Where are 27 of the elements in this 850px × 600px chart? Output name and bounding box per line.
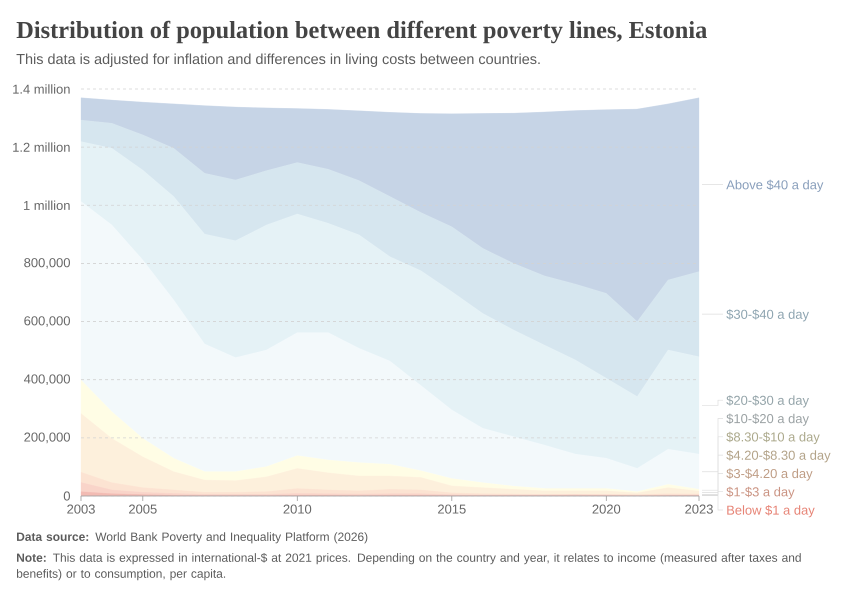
y-tick-label: 1 million — [24, 200, 70, 210]
x-tick-label: 2015 — [438, 504, 466, 514]
chart-title: Distribution of population between different poverty lines, Estonia — [16, 20, 707, 44]
y-tick-label: 600,000 — [24, 316, 70, 327]
text: Below $1 a day — [727, 505, 815, 518]
text: $10-$20 a day — [726, 414, 809, 426]
y-tick-label: 200,000 — [24, 432, 70, 444]
y-tick-label: 0 — [64, 491, 70, 501]
text: Above $40 a day — [726, 180, 824, 192]
y-tick-label: 400,000 — [24, 374, 70, 386]
x-tick-label: 2003 — [67, 504, 95, 514]
x-tick-label: 2010 — [284, 504, 312, 514]
x-tick-label: 2005 — [129, 504, 157, 514]
text: $1-$3 a day — [726, 486, 795, 499]
text: $3-$4.20 a day — [726, 468, 813, 481]
x-tick-label: 2023 — [685, 504, 713, 514]
text: $30-$40 a day — [726, 309, 809, 322]
text: Note: This data is expressed in international-$ at 2021 prices. Depending on the country and year, it relates to income (measured after taxes and benefits) or to consumption, per capita. — [16, 552, 801, 580]
x-tick-label: 2020 — [592, 504, 620, 514]
text: Data source: World Bank Poverty and Inequality Platform (2026) — [16, 532, 368, 544]
text: $8.30-$10 a day — [726, 432, 820, 444]
y-tick-label: 1.2 million — [13, 142, 70, 152]
text: $4.20-$8.30 a day — [726, 450, 831, 462]
y-tick-label: 800,000 — [24, 258, 70, 269]
chart-subtitle: This data is adjusted for inflation and differences in living costs between countries. — [16, 54, 540, 67]
text: $20-$30 a day — [726, 395, 809, 408]
y-tick-label: 1.4 million — [13, 84, 70, 94]
